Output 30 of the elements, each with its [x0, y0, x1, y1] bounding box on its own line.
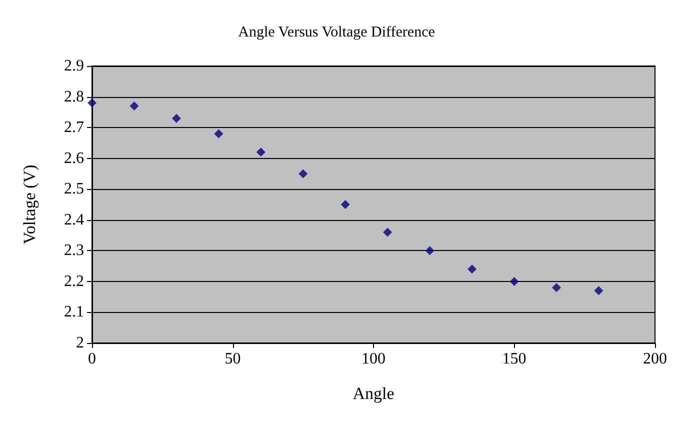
y-tick-label: 2.5	[64, 180, 84, 198]
point	[425, 246, 434, 256]
y-tick-label: 2.1	[64, 304, 84, 321]
point	[594, 286, 604, 296]
point	[172, 114, 181, 123]
x-tick-label: 100	[362, 350, 386, 368]
point	[130, 102, 139, 111]
point	[340, 200, 350, 209]
y-tick-label: 2.8	[64, 88, 84, 106]
x-tick-label: 0	[88, 350, 96, 368]
y-tick-label: 2	[76, 334, 84, 352]
point	[298, 169, 308, 178]
x-axis-title: Angle	[352, 384, 394, 403]
point	[214, 129, 224, 138]
y-tick-label: 2.2	[64, 272, 84, 290]
point	[510, 276, 519, 286]
y-tick-label: 2.9	[64, 58, 84, 74]
y-tick-label: 2.4	[64, 211, 84, 228]
y-tick-label: 2.7	[64, 119, 84, 136]
point	[552, 283, 561, 292]
y-tick-label: 2.6	[64, 150, 84, 167]
point	[468, 264, 477, 274]
x-tick-label: 200	[643, 350, 667, 368]
x-tick-label: 50	[224, 350, 241, 368]
x-tick-label: 150	[502, 350, 526, 368]
chart-title: Angle Versus Voltage Difference	[238, 24, 436, 40]
y-axis-title: Voltage (V)	[20, 164, 39, 244]
point	[256, 148, 266, 157]
y-tick-label: 2.3	[64, 242, 84, 260]
point	[383, 228, 392, 237]
